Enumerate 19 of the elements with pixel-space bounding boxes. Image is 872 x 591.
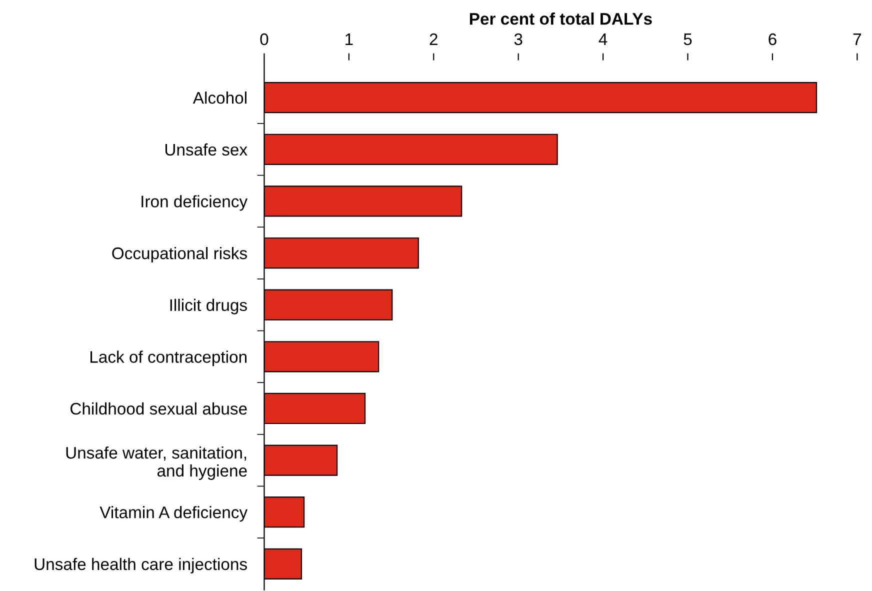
x-tick-label: 7 bbox=[853, 34, 861, 46]
y-tick-label: Unsafe water, sanitation, and hygiene bbox=[66, 446, 247, 480]
y-tick-label: Alcohol bbox=[192, 92, 246, 104]
x-tick-label: 4 bbox=[598, 34, 608, 46]
x-tick-label: 0 bbox=[260, 33, 268, 46]
x-tick-label: 1 bbox=[346, 34, 353, 46]
y-tick-label: Unsafe sex bbox=[165, 143, 248, 156]
x-tick-label: 3 bbox=[514, 33, 522, 46]
x-tick-label: 5 bbox=[684, 34, 692, 46]
y-tick-label: Occupational risks bbox=[112, 246, 247, 263]
x-axis-title: Per cent of total DALYs bbox=[470, 12, 652, 25]
x-tick-label: 6 bbox=[768, 33, 776, 46]
y-tick-label: Lack of contraception bbox=[90, 350, 246, 366]
y-tick-label: Unsafe health care injections bbox=[34, 558, 247, 574]
y-tick-label: Iron deficiency bbox=[142, 195, 248, 211]
x-tick-label: 2 bbox=[430, 33, 438, 46]
y-tick-label: Illicit drugs bbox=[170, 298, 247, 314]
y-tick-label: Childhood sexual abuse bbox=[70, 402, 247, 415]
y-tick-label: Vitamin A deficiency bbox=[100, 506, 248, 522]
